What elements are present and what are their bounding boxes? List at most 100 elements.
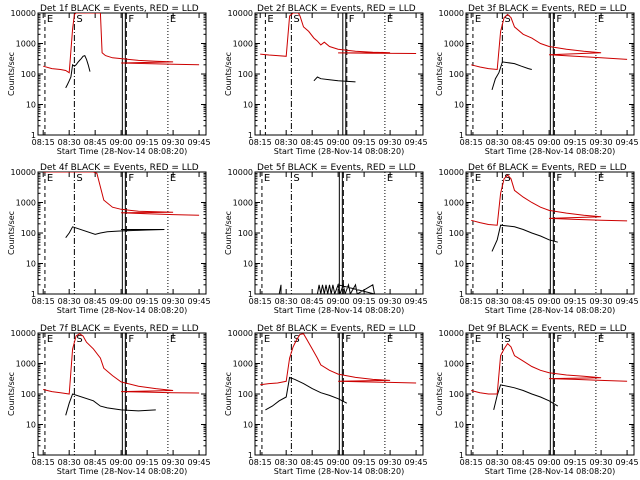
x-axis-label: Start Time (28-Nov-14 08:08:20)	[274, 147, 404, 156]
marker-label: E	[598, 334, 604, 345]
y-tick-label: 1000	[16, 199, 36, 208]
x-tick-label: 09:15	[564, 138, 587, 147]
y-tick-label: 1	[459, 131, 464, 140]
x-tick-label: 09:45	[405, 297, 428, 306]
panel-det-9: Det 9f BLACK = Events, RED = LLD 1 10 100 10…	[435, 324, 639, 476]
series-events	[491, 61, 532, 91]
x-tick-label: 09:30	[379, 138, 402, 147]
y-axis-label: Counts/sec	[435, 52, 444, 96]
x-tick-label: 09:15	[136, 297, 159, 306]
x-tick-label: 08:30	[486, 138, 509, 147]
series-events	[278, 282, 376, 294]
x-tick-label: 08:45	[84, 458, 107, 467]
x-tick-label: 09:45	[616, 297, 639, 306]
panel-title: Det 4f BLACK = Events, RED = LLD	[40, 163, 199, 173]
panel-det-5: Det 5f BLACK = Events, RED = LLD 1 10 100 10…	[224, 163, 428, 315]
x-tick-label: 09:00	[327, 458, 350, 467]
panel-title: Det 9f BLACK = Events, RED = LLD	[468, 324, 627, 334]
panel-det-6: Det 6f BLACK = Events, RED = LLD 1 10 100 10…	[435, 163, 639, 315]
x-axis-label: Start Time (28-Nov-14 08:08:20)	[57, 147, 187, 156]
series-lld	[43, 172, 200, 216]
y-tick-label: 100	[449, 70, 464, 79]
y-tick-label: 1	[248, 451, 253, 460]
y-axis-label: Counts/sec	[7, 372, 16, 416]
marker-label: E	[264, 334, 270, 345]
y-tick-label: 1000	[444, 199, 464, 208]
x-tick-label: 08:30	[58, 297, 81, 306]
marker-label: S	[293, 14, 299, 25]
y-tick-label: 100	[449, 229, 464, 238]
x-tick-label: 09:45	[188, 138, 211, 147]
x-tick-label: 08:30	[275, 297, 298, 306]
panel-title: Det 6f BLACK = Events, RED = LLD	[468, 163, 627, 173]
x-axis-label: Start Time (28-Nov-14 08:08:20)	[485, 467, 615, 476]
y-tick-label: 1000	[444, 40, 464, 49]
x-tick-label: 08:15	[32, 138, 55, 147]
x-tick-label: 08:15	[249, 138, 272, 147]
marker-label: E	[47, 173, 53, 184]
y-tick-label: 1	[459, 290, 464, 299]
x-tick-label: 09:00	[327, 297, 350, 306]
y-tick-label: 10	[454, 260, 464, 269]
marker-label: E	[387, 173, 393, 184]
y-tick-label: 10	[454, 101, 464, 110]
panel-det-4: Det 4f BLACK = Events, RED = LLD 1 10 100 10…	[7, 163, 211, 315]
y-tick-label: 1000	[233, 40, 253, 49]
x-tick-label: 08:45	[84, 138, 107, 147]
marker-label: F	[128, 334, 134, 345]
series-lld	[260, 13, 417, 57]
x-tick-label: 09:30	[162, 138, 185, 147]
x-tick-label: 09:15	[353, 297, 376, 306]
marker-label: E	[387, 334, 393, 345]
x-tick-label: 08:30	[275, 458, 298, 467]
x-axis-label: Start Time (28-Nov-14 08:08:20)	[57, 306, 187, 315]
marker-label: E	[475, 334, 481, 345]
marker-label: S	[504, 334, 510, 345]
y-tick-label: 1	[31, 451, 36, 460]
x-tick-label: 09:45	[405, 138, 428, 147]
x-tick-label: 08:30	[486, 458, 509, 467]
x-tick-label: 09:30	[590, 138, 613, 147]
x-tick-label: 08:15	[249, 458, 272, 467]
series-events	[493, 384, 559, 411]
series-lld	[260, 333, 417, 386]
y-tick-label: 10000	[11, 9, 36, 18]
marker-label: F	[349, 14, 355, 25]
x-tick-label: 09:30	[379, 297, 402, 306]
x-tick-label: 08:30	[486, 297, 509, 306]
x-tick-label: 08:15	[460, 138, 483, 147]
x-tick-label: 08:15	[249, 297, 272, 306]
y-tick-label: 1	[459, 451, 464, 460]
x-tick-label: 08:30	[58, 458, 81, 467]
marker-label: S	[504, 14, 510, 25]
panel-title: Det 3f BLACK = Events, RED = LLD	[468, 4, 627, 14]
y-axis-label: Counts/sec	[435, 372, 444, 416]
marker-label: E	[170, 173, 176, 184]
marker-label: S	[76, 14, 82, 25]
panel-det-2: Det 2f BLACK = Events, RED = LLD 1 10 100 10…	[224, 4, 428, 156]
x-tick-label: 09:30	[162, 297, 185, 306]
marker-label: E	[170, 14, 176, 25]
series-lld	[43, 333, 200, 395]
marker-label: E	[598, 14, 604, 25]
y-tick-label: 10000	[228, 329, 253, 338]
y-tick-label: 100	[449, 390, 464, 399]
marker-label: F	[345, 173, 351, 184]
y-axis-label: Counts/sec	[7, 211, 16, 255]
marker-label: E	[170, 334, 176, 345]
series-lld	[471, 13, 628, 71]
y-axis-label: Counts/sec	[224, 372, 233, 416]
x-tick-label: 09:45	[405, 458, 428, 467]
x-tick-label: 09:00	[110, 458, 133, 467]
series-events	[65, 226, 165, 238]
x-tick-label: 09:30	[162, 458, 185, 467]
y-tick-label: 100	[21, 70, 36, 79]
y-tick-label: 10000	[439, 329, 464, 338]
marker-label: E	[264, 173, 270, 184]
panel-det-3: Det 3f BLACK = Events, RED = LLD 1 10 100 10…	[435, 4, 639, 156]
x-tick-label: 09:30	[590, 458, 613, 467]
y-tick-label: 100	[238, 229, 253, 238]
marker-label: F	[556, 173, 562, 184]
x-tick-label: 09:00	[327, 138, 350, 147]
x-axis-label: Start Time (28-Nov-14 08:08:20)	[274, 467, 404, 476]
